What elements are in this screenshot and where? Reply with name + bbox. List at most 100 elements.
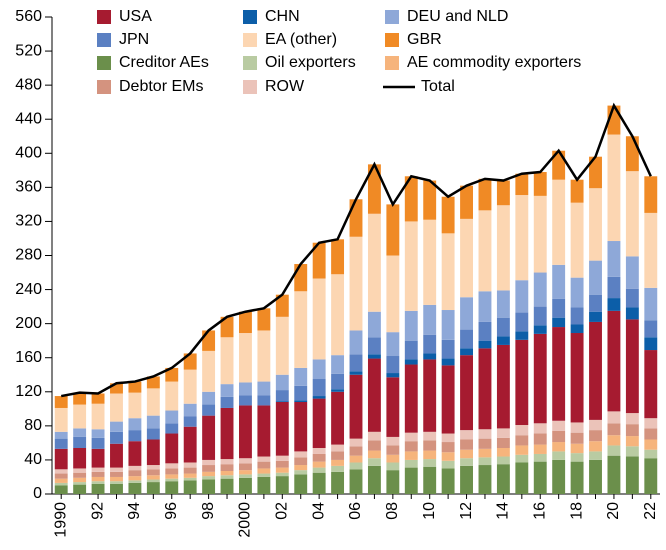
bar-segment	[312, 242, 326, 279]
bar-segment	[607, 445, 621, 456]
bar-segment	[294, 451, 308, 458]
bar-segment	[349, 446, 363, 456]
bar-segment	[91, 467, 105, 472]
bar-segment	[128, 418, 142, 431]
bar-segment	[441, 365, 455, 434]
bar-segment	[73, 477, 87, 483]
bar-segment	[312, 379, 326, 397]
bar-segment	[386, 436, 400, 446]
bar-segment	[54, 407, 68, 432]
bar-segment	[73, 404, 87, 429]
bar-segment	[165, 367, 179, 382]
bar-segment	[202, 330, 216, 351]
y-tick-label: 520	[15, 42, 42, 59]
bar-segment	[128, 430, 142, 442]
bar-segment	[423, 353, 437, 360]
bar-segment	[533, 461, 547, 494]
legend-swatch	[97, 56, 111, 70]
bar-segment	[496, 180, 510, 206]
y-tick-label: 120	[15, 383, 42, 400]
bar-segment	[257, 330, 271, 382]
bar-segment	[54, 478, 68, 483]
bar-segment	[552, 298, 566, 318]
bar-segment	[349, 438, 363, 447]
bar-segment	[367, 358, 381, 432]
bar-segment	[275, 455, 289, 461]
bar-segment	[331, 373, 345, 390]
bar-segment	[202, 391, 216, 405]
bar-segment	[644, 176, 658, 213]
bar-segment	[331, 444, 345, 452]
x-tick-label: 08	[384, 502, 401, 520]
bar-segment	[54, 431, 68, 439]
bar-segment	[220, 464, 234, 472]
bar-segment	[349, 236, 363, 331]
bar-segment	[515, 445, 529, 455]
bar-segment	[552, 179, 566, 265]
bar-segment	[423, 359, 437, 432]
bar-segment	[331, 355, 345, 374]
bar-segment	[607, 298, 621, 311]
bar-segment	[128, 441, 142, 466]
bar-segment	[386, 445, 400, 455]
bar-segment	[367, 213, 381, 312]
bar-segment	[220, 475, 234, 479]
bar-segment	[312, 467, 326, 473]
bar-segment	[404, 359, 418, 365]
bar-segment	[441, 468, 455, 494]
bar-segment	[478, 448, 492, 458]
bar-segment	[496, 428, 510, 438]
y-tick-label: 480	[15, 76, 42, 93]
bar-segment	[312, 461, 326, 468]
bar-segment	[460, 355, 473, 431]
bar-segment	[128, 482, 142, 494]
bar-segment	[533, 333, 547, 424]
bar-segment	[73, 468, 87, 473]
bar-segment	[625, 171, 639, 257]
bar-segment	[331, 451, 345, 460]
bar-segment	[110, 443, 123, 468]
legend-label: Oil exporters	[265, 54, 356, 71]
legend-label: USA	[119, 8, 152, 25]
bar-segment	[570, 443, 584, 454]
bar-segment	[110, 483, 123, 494]
bar-segment	[386, 373, 400, 378]
bar-segment	[607, 134, 621, 242]
bar-segment	[165, 468, 179, 475]
bar-segment	[515, 280, 529, 313]
bar-segment	[73, 484, 87, 494]
bar-segment	[146, 388, 160, 416]
bar-segment	[460, 458, 473, 466]
legend-swatch	[97, 80, 111, 94]
bar-segment	[54, 473, 68, 479]
bar-segment	[183, 480, 197, 494]
bar-segment	[294, 465, 308, 471]
y-tick-label: 360	[15, 179, 42, 196]
legend-swatch	[243, 10, 257, 24]
x-tick-label: 20	[605, 502, 622, 520]
bar-segment	[349, 374, 363, 439]
bar-segment	[257, 395, 271, 406]
bar-segment	[625, 446, 639, 457]
bar-segment	[239, 470, 252, 475]
bar-segment	[110, 431, 123, 444]
bar-segment	[312, 396, 326, 399]
bar-segment	[607, 423, 621, 436]
bar-segment	[404, 364, 418, 433]
bar-segment	[533, 172, 547, 196]
x-tick-label: 04	[310, 502, 327, 520]
bar-segment	[533, 306, 547, 326]
bar-segment	[54, 448, 68, 470]
bar-segment	[367, 164, 381, 214]
bar-segment	[552, 459, 566, 494]
bar-segment	[607, 411, 621, 424]
bar-segment	[515, 331, 529, 340]
bar-segment	[625, 413, 639, 425]
bar-segment	[110, 383, 123, 394]
legend-label: Creditor AEs	[119, 54, 209, 71]
bar-segment	[146, 465, 160, 470]
bar-segment	[146, 482, 160, 494]
bar-segment	[275, 374, 289, 391]
bar-segment	[552, 327, 566, 421]
bar-segment	[331, 471, 345, 494]
